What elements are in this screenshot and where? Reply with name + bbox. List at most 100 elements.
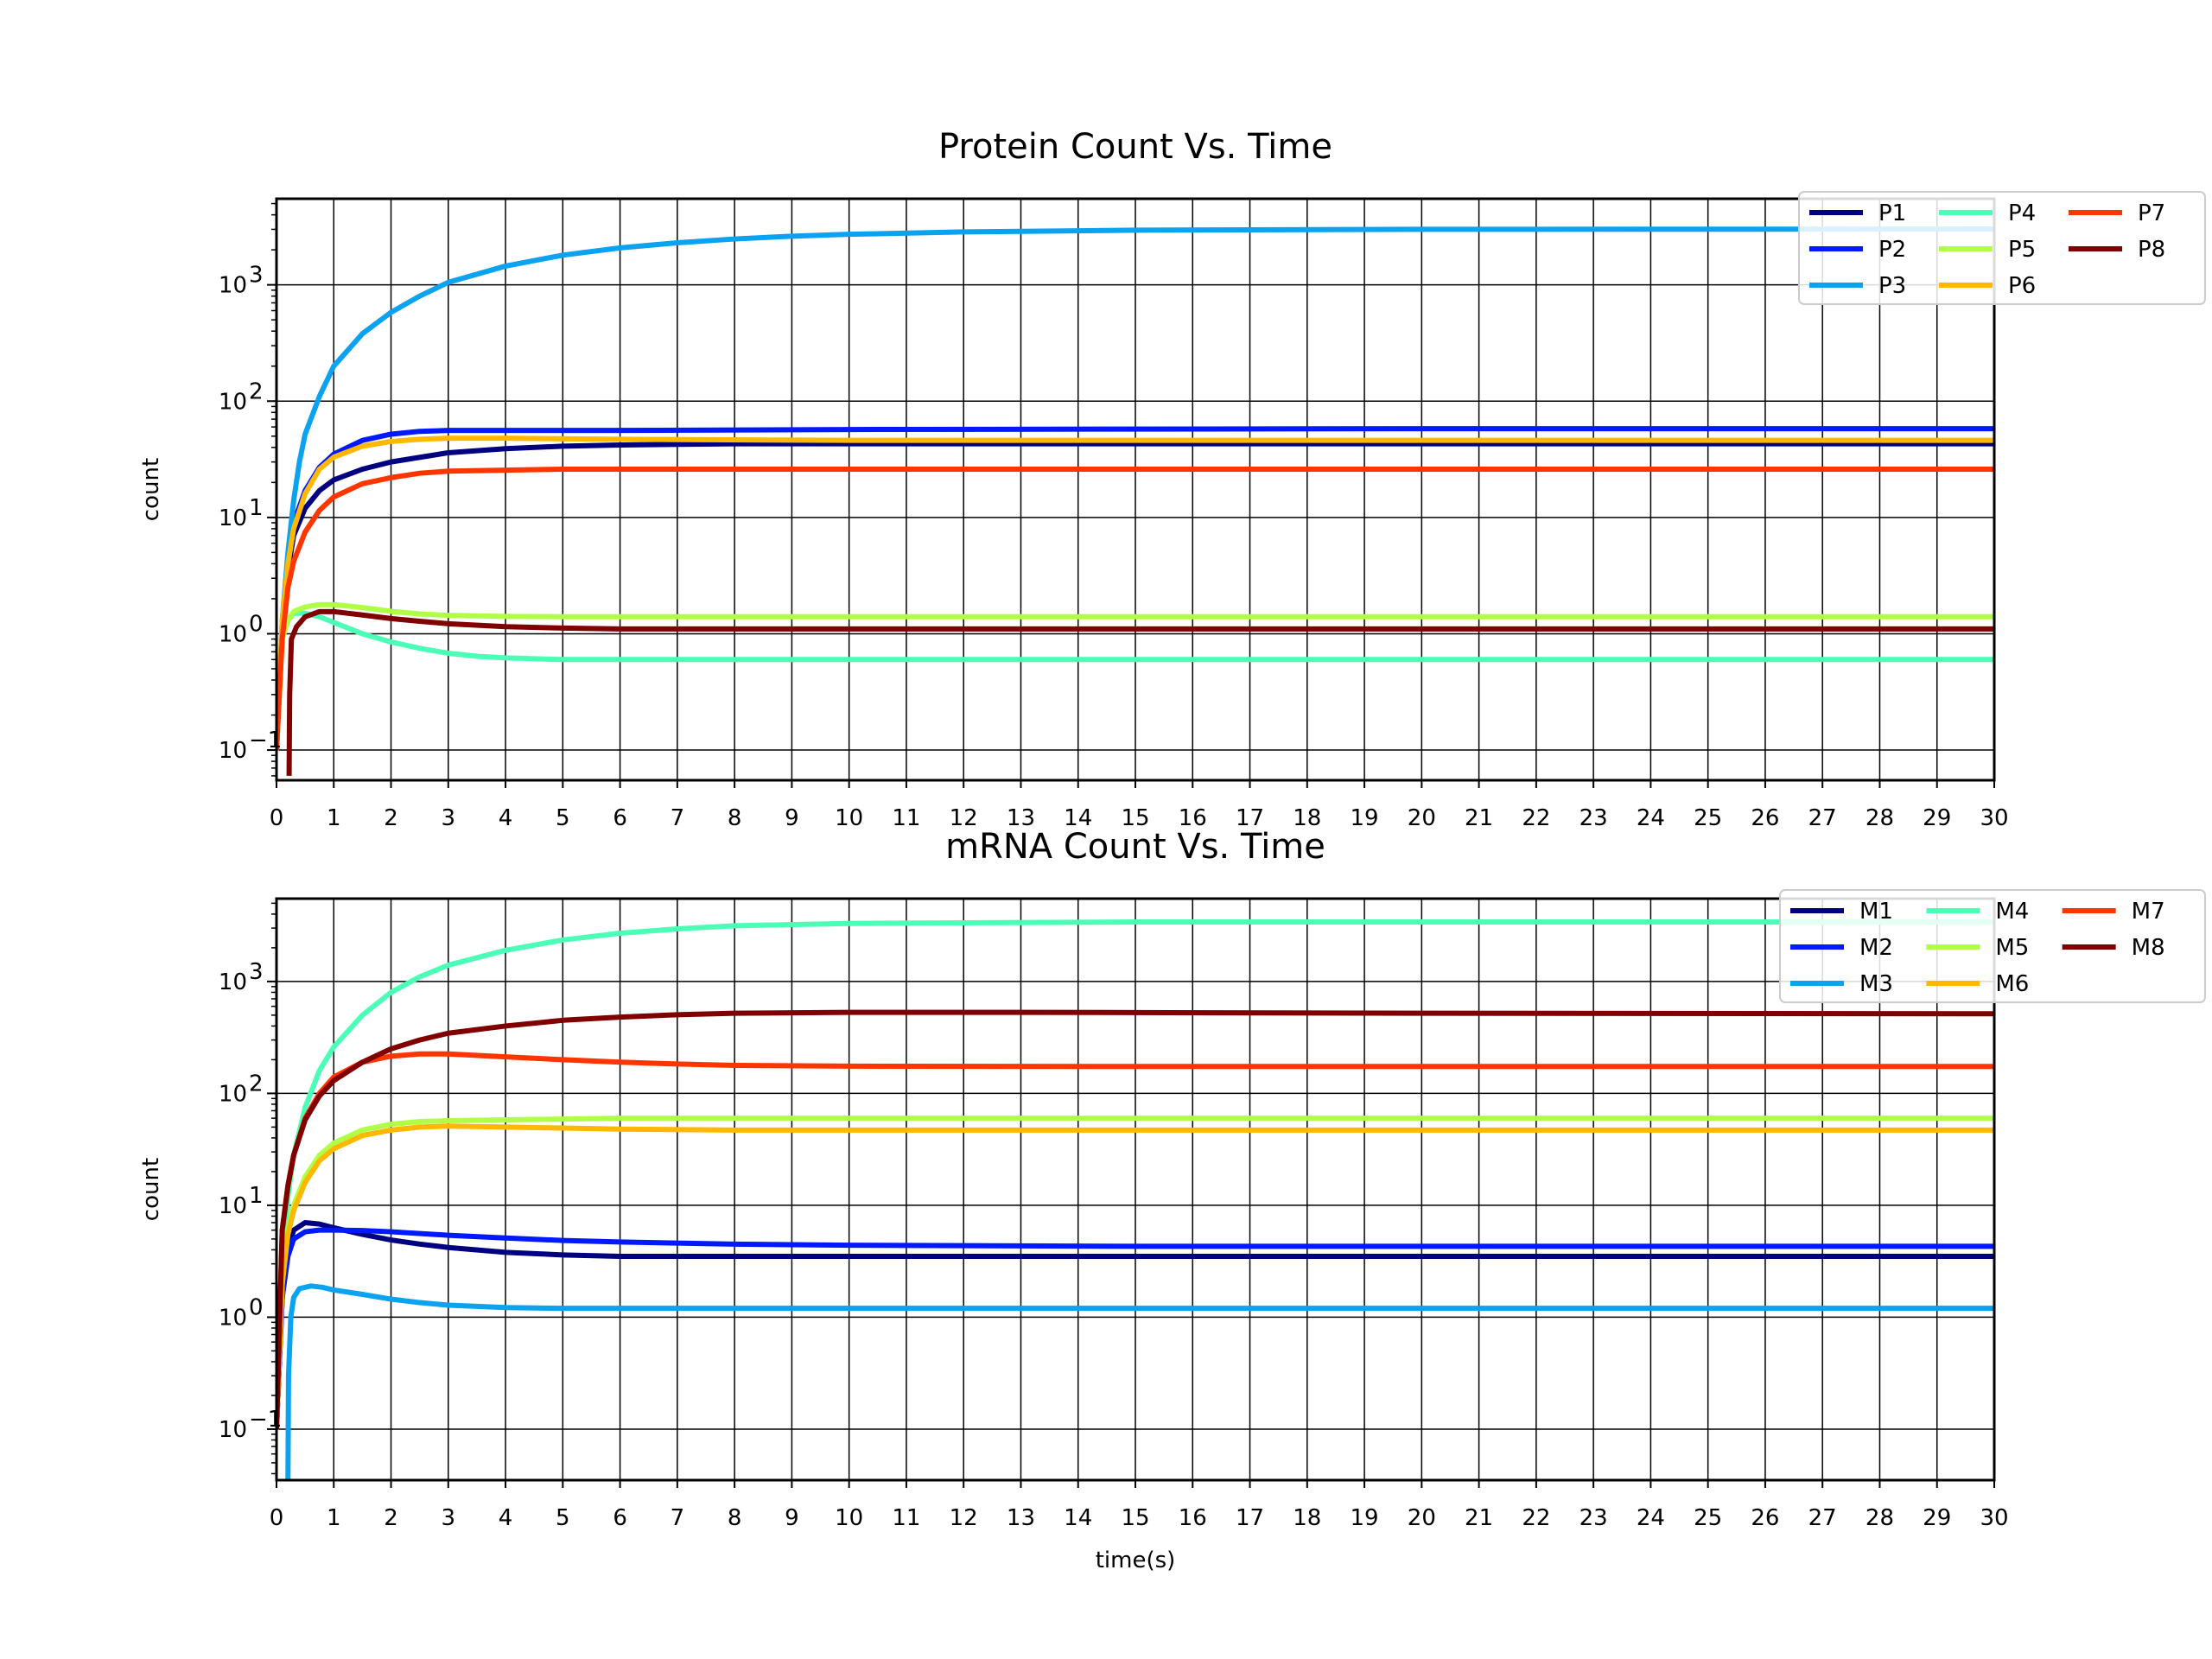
legend-item-p5: P5 (1939, 237, 2036, 263)
legend-label: M5 (1995, 935, 2029, 961)
x-tick-label: 9 (785, 1505, 799, 1531)
x-tick-label: 28 (1866, 1505, 1894, 1531)
legend: P1 P2 P3 P4 P5 P6 P7 P8 (1798, 191, 2206, 305)
chart-title: mRNA Count Vs. Time (945, 827, 1325, 867)
legend-label: M2 (1859, 935, 1893, 961)
y-tick-exponent: 1 (249, 1183, 264, 1209)
legend-item-p6: P6 (1939, 273, 2036, 299)
x-tick-label: 15 (1121, 805, 1149, 831)
x-tick-label: 27 (1808, 1505, 1837, 1531)
legend-label: P3 (1878, 273, 1906, 299)
legend-label: P7 (2138, 200, 2165, 226)
y-tick-label: 10 (219, 738, 247, 764)
legend-label: M1 (1859, 899, 1893, 925)
x-tick-label: 10 (835, 1505, 863, 1531)
legend-item-m2: M2 (1790, 935, 1893, 961)
legend: M1 M2 M3 M4 M5 M6 M7 M8 (1779, 889, 2206, 1003)
x-tick-label: 6 (613, 805, 627, 831)
series-group (276, 226, 1994, 776)
legend-item-m8: M8 (2062, 935, 2165, 961)
y-tick-exponent: 2 (249, 1071, 264, 1096)
legend-label: P8 (2138, 237, 2165, 263)
x-tick-label: 28 (1866, 805, 1894, 831)
x-tick-label: 26 (1751, 805, 1779, 831)
x-tick-label: 30 (1980, 1505, 2008, 1531)
x-tick-label: 16 (1179, 1505, 1207, 1531)
y-tick-label: 10 (219, 505, 247, 531)
legend-item-p7: P7 (2069, 200, 2165, 226)
series-line-m2 (276, 1227, 1994, 1430)
x-tick-label: 19 (1351, 805, 1379, 831)
legend-item-m4: M4 (1926, 899, 2029, 925)
x-tick-label: 20 (1408, 805, 1436, 831)
x-tick-label: 0 (270, 1505, 284, 1531)
legend-box (1798, 191, 2206, 305)
x-tick-label: 24 (1637, 1505, 1665, 1531)
x-tick-label: 9 (785, 805, 799, 831)
x-tick-label: 5 (556, 805, 570, 831)
legend-label: M7 (2132, 899, 2165, 925)
y-tick-label: 10 (219, 1417, 247, 1443)
x-tick-label: 14 (1064, 1505, 1092, 1531)
legend-label: M6 (1995, 971, 2029, 997)
legend-item-m3: M3 (1790, 971, 1893, 997)
x-tick-label: 20 (1408, 1505, 1436, 1531)
x-tick-label: 23 (1580, 805, 1608, 831)
x-tick-label: 2 (384, 1505, 398, 1531)
y-tick-label: 10 (219, 389, 247, 415)
x-tick-label: 17 (1236, 805, 1264, 831)
series-group (276, 919, 1994, 1480)
x-tick-label: 15 (1121, 1505, 1149, 1531)
x-tick-label: 5 (556, 1505, 570, 1531)
x-tick-label: 25 (1694, 805, 1722, 831)
y-tick-exponent: 3 (249, 263, 264, 289)
x-tick-label: 7 (671, 805, 685, 831)
y-axis-label: count (138, 458, 164, 521)
legend-label: P2 (1878, 237, 1906, 263)
x-tick-label: 10 (835, 805, 863, 831)
x-tick-label: 29 (1923, 1505, 1951, 1531)
series-line-p3 (276, 226, 1994, 751)
x-tick-label: 26 (1751, 1505, 1779, 1531)
y-tick-exponent: −1 (249, 1407, 282, 1433)
x-tick-label: 22 (1522, 1505, 1550, 1531)
legend-label: P1 (1878, 200, 1906, 226)
x-axis-label: time(s) (1096, 1548, 1176, 1573)
x-tick-label: 8 (728, 1505, 742, 1531)
y-tick-label: 10 (219, 969, 247, 995)
series-line-p7 (276, 467, 1994, 751)
legend-label: M8 (2132, 935, 2165, 961)
legend-label: P6 (2008, 273, 2036, 299)
series-line-m3 (285, 1283, 1994, 1480)
grid (276, 899, 1995, 1480)
legend-item-p4: P4 (1939, 200, 2036, 226)
x-tick-label: 27 (1808, 805, 1837, 831)
x-tick-label: 30 (1980, 805, 2008, 831)
y-tick-label: 10 (219, 621, 247, 647)
x-tick-label: 1 (327, 805, 341, 831)
x-tick-label: 21 (1465, 805, 1493, 831)
series-line-m6 (276, 1123, 1994, 1430)
series-line-p6 (276, 435, 1994, 751)
x-tick-label: 17 (1236, 1505, 1264, 1531)
x-tick-label: 3 (442, 805, 456, 831)
legend-label: M3 (1859, 971, 1893, 997)
x-tick-label: 3 (442, 1505, 456, 1531)
y-tick-exponent: −1 (249, 728, 282, 753)
legend-item-p1: P1 (1809, 200, 1906, 226)
series-line-m8 (276, 1009, 1994, 1430)
x-tick-label: 4 (499, 1505, 513, 1531)
x-tick-label: 23 (1580, 1505, 1608, 1531)
x-tick-label: 8 (728, 805, 742, 831)
x-tick-label: 12 (950, 805, 978, 831)
legend-item-p8: P8 (2069, 237, 2165, 263)
x-tick-label: 22 (1522, 805, 1550, 831)
x-tick-label: 18 (1293, 805, 1321, 831)
x-tick-label: 1 (327, 1505, 341, 1531)
series-line-p8 (286, 608, 1994, 776)
legend-label: M4 (1995, 899, 2029, 925)
x-tick-label: 14 (1064, 805, 1092, 831)
x-tick-label: 11 (892, 1505, 920, 1531)
legend-item-m7: M7 (2062, 899, 2165, 925)
